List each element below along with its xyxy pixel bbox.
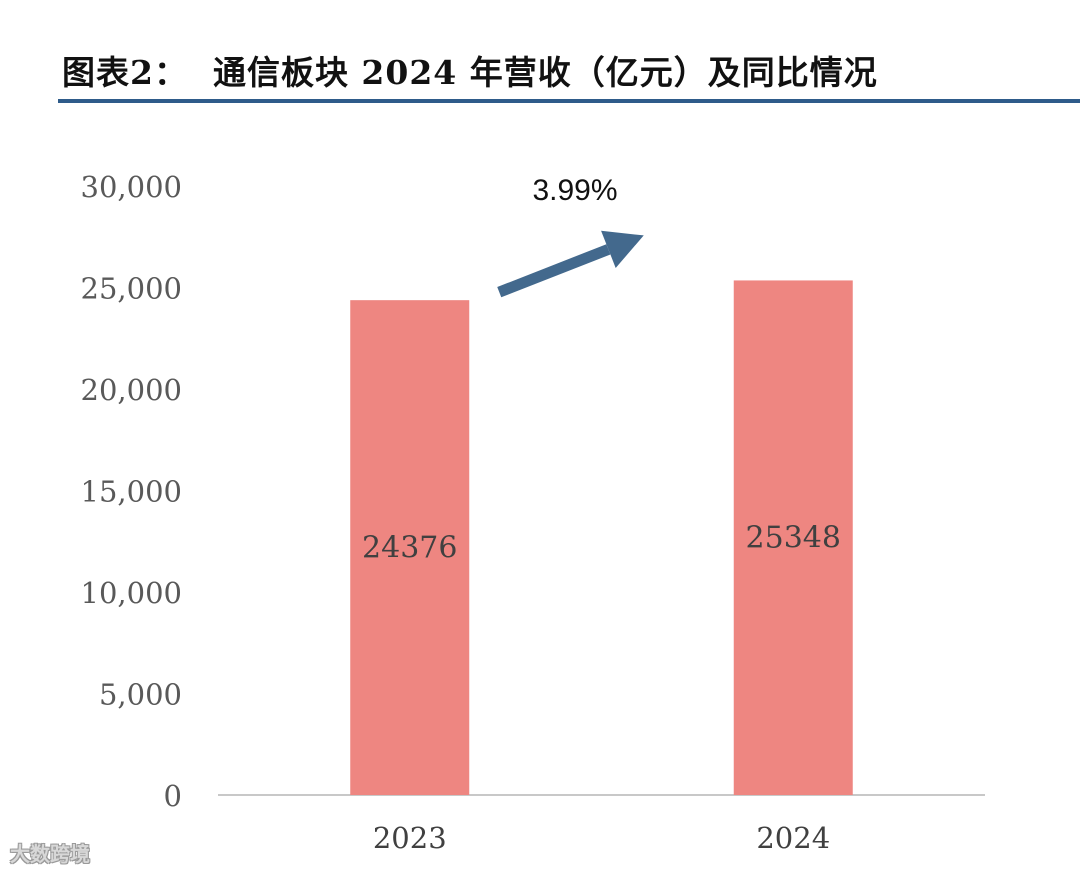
title-underline	[58, 99, 1080, 103]
y-tick-label: 20,000	[81, 373, 182, 407]
x-tick-label: 2023	[373, 821, 447, 855]
growth-arrow-shaft	[497, 244, 611, 298]
growth-arrow-head	[601, 230, 644, 268]
y-tick-label: 30,000	[81, 170, 182, 204]
growth-rate-annotation: 3.99%	[532, 174, 617, 207]
y-axis-tick-labels: 0 5,000 10,000 15,000 20,000 25,000 30,000	[81, 170, 182, 813]
bar-2024	[733, 280, 853, 795]
x-tick-label: 2024	[756, 821, 830, 855]
y-tick-label: 25,000	[81, 272, 182, 306]
data-label: 25348	[746, 521, 841, 556]
data-labels: 24376 25348	[362, 521, 841, 566]
chart-title: 图表2： 通信板块 2024 年营收（亿元）及同比情况	[62, 53, 878, 92]
y-tick-label: 0	[164, 779, 182, 813]
y-tick-label: 10,000	[81, 576, 182, 610]
watermark-logo: 大数跨境	[10, 838, 90, 867]
bars	[350, 280, 853, 795]
bar-2023	[350, 300, 470, 795]
y-tick-label: 5,000	[99, 678, 182, 712]
watermark-text: 大数跨境	[10, 842, 90, 866]
x-axis-tick-labels: 2023 2024	[373, 821, 830, 855]
y-tick-label: 15,000	[81, 475, 182, 509]
growth-arrow	[497, 230, 644, 298]
data-label: 24376	[362, 531, 457, 566]
